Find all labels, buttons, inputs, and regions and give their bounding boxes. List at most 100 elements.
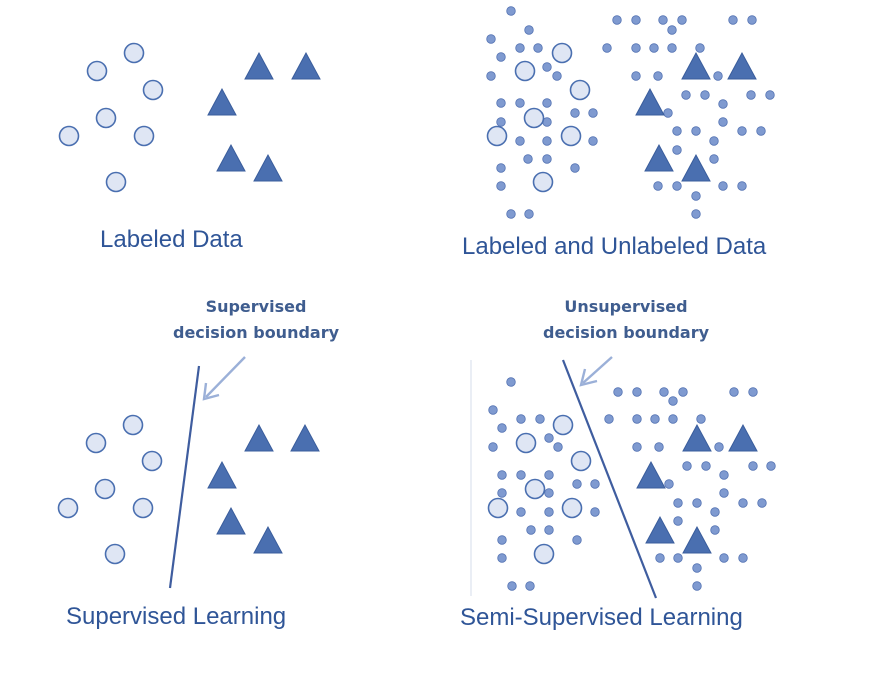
unlabeled-dot-icon [488,405,498,415]
unlabeled-dot-icon [516,470,526,480]
unlabeled-dot-icon [533,43,543,53]
unlabeled-dot-icon [692,581,702,591]
labeled-triangle-icon [216,143,246,172]
unlabeled-dot-icon [757,498,767,508]
unlabeled-dot-icon [542,62,552,72]
unlabeled-dot-icon [659,387,669,397]
labeled-circle-icon [551,42,573,64]
unlabeled-dot-icon [526,525,536,535]
labeled-triangle-icon [253,153,283,182]
unlabeled-dot-icon [544,470,554,480]
labeled-circle-icon [94,478,116,500]
unlabeled-dot-icon [672,145,682,155]
labeled-circle-icon [552,414,574,436]
supervised-arrowhead-icon [202,382,220,401]
unlabeled-dot-icon [496,117,506,127]
unlabeled-dot-icon [486,34,496,44]
unlabeled-dot-icon [653,71,663,81]
unlabeled-dot-icon [737,126,747,136]
unlabeled-dot-icon [612,15,622,25]
labeled-triangle-icon [291,51,321,80]
labeled-triangle-icon [290,423,320,452]
unlabeled-dot-icon [497,535,507,545]
unlabeled-dot-icon [632,442,642,452]
unsupervised-note-line-1: Unsupervised [564,297,688,316]
unlabeled-dot-icon [710,525,720,535]
unlabeled-dot-icon [701,461,711,471]
unlabeled-dot-icon [572,535,582,545]
labeled-triangle-icon [207,460,237,489]
unlabeled-dot-icon [672,181,682,191]
unlabeled-dot-icon [497,423,507,433]
caption-semi-supervised-learning: Semi-Supervised Learning [460,604,743,631]
unlabeled-dot-icon [658,15,668,25]
labeled-circle-icon [533,543,555,565]
labeled-circle-icon [58,125,80,147]
unlabeled-dot-icon [714,442,724,452]
labeled-circle-icon [85,432,107,454]
supervised-note-line-2: decision boundary [173,323,340,342]
unlabeled-dot-icon [718,117,728,127]
labeled-circle-icon [523,107,545,129]
unlabeled-dot-icon [515,98,525,108]
unlabeled-dot-icon [570,163,580,173]
caption-labeled-and-unlabeled-data: Labeled and Unlabeled Data [462,233,767,260]
unlabeled-dot-icon [672,126,682,136]
unlabeled-dot-icon [588,108,598,118]
labeled-circle-icon [123,42,145,64]
unlabeled-dot-icon [748,387,758,397]
unlabeled-dot-icon [506,377,516,387]
unlabeled-dot-icon [496,163,506,173]
unlabeled-dot-icon [613,387,623,397]
unlabeled-dot-icon [602,43,612,53]
labeled-circle-icon [95,107,117,129]
unlabeled-dot-icon [682,461,692,471]
unlabeled-dot-icon [590,479,600,489]
unlabeled-dot-icon [496,52,506,62]
unlabeled-dot-icon [516,414,526,424]
labeled-circle-icon [532,171,554,193]
labeled-triangle-icon [682,423,712,452]
caption-supervised-learning: Supervised Learning [66,603,287,630]
unlabeled-dot-icon [497,553,507,563]
labeled-circle-icon [515,432,537,454]
unsupervised-arrow-icon [582,356,613,384]
unlabeled-dot-icon [507,581,517,591]
unlabeled-dot-icon [631,71,641,81]
unlabeled-dot-icon [747,15,757,25]
labeled-triangle-icon [682,525,712,554]
unlabeled-dot-icon [677,15,687,25]
labeled-circle-icon [132,497,154,519]
labeled-circle-icon [524,478,546,500]
unsupervised-note-line-2: decision boundary [543,323,710,342]
supervised-note-line-1: Supervised [205,297,307,316]
unlabeled-dot-icon [719,553,729,563]
unlabeled-dot-icon [719,488,729,498]
unlabeled-dot-icon [709,154,719,164]
labeled-circle-icon [561,497,583,519]
unlabeled-dot-icon [667,43,677,53]
unlabeled-dot-icon [668,396,678,406]
unlabeled-dot-icon [496,98,506,108]
unlabeled-dot-icon [678,387,688,397]
unsupervised-arrowhead-icon [579,368,598,387]
unlabeled-dot-icon [544,507,554,517]
unlabeled-dot-icon [718,99,728,109]
supervised-boundary-note: Supervised decision boundary [173,294,339,346]
unlabeled-dot-icon [524,209,534,219]
unlabeled-dot-icon [544,525,554,535]
labeled-circle-icon [86,60,108,82]
unlabeled-dot-icon [691,191,701,201]
labeled-circle-icon [104,543,126,565]
unlabeled-dot-icon [653,181,663,191]
labeled-triangle-icon [207,87,237,116]
unlabeled-dot-icon [535,414,545,424]
unlabeled-dot-icon [572,479,582,489]
labeled-circle-icon [142,79,164,101]
unlabeled-dot-icon [506,209,516,219]
unlabeled-dot-icon [719,470,729,480]
unlabeled-dot-icon [524,25,534,35]
unlabeled-dot-icon [552,71,562,81]
labeled-triangle-icon [727,51,757,80]
labeled-circle-icon [487,497,509,519]
